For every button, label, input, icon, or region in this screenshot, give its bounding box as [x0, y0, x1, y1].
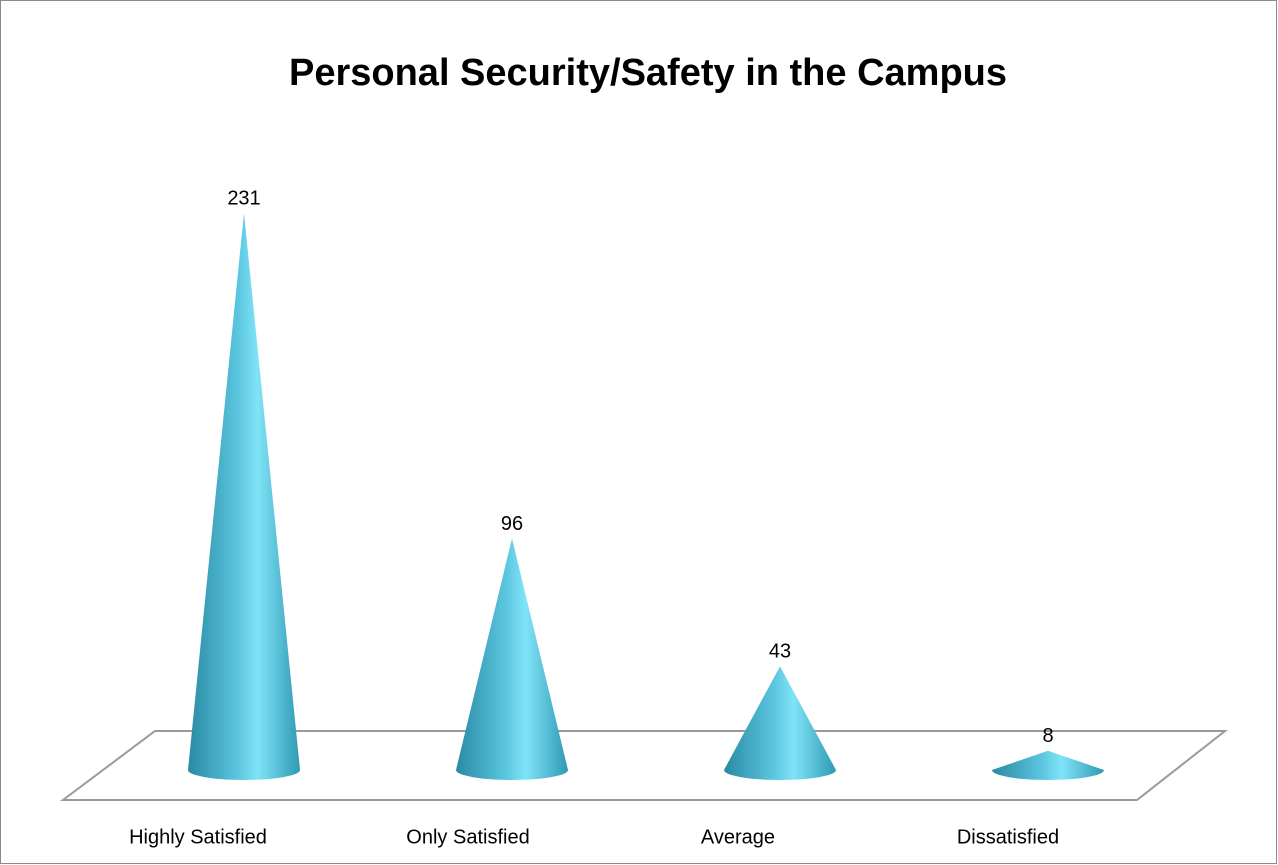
data-label: 8	[1042, 725, 1053, 747]
data-label: 231	[227, 187, 260, 209]
x-tick-label: Average	[701, 826, 775, 848]
x-tick-label: Only Satisfied	[406, 826, 529, 848]
data-label: 43	[769, 641, 791, 663]
data-label: 96	[501, 513, 523, 535]
cone	[724, 666, 836, 780]
floor	[60, 730, 1228, 801]
cone	[992, 750, 1104, 780]
cone	[456, 538, 568, 780]
chart-title: Personal Security/Safety in the Campus	[289, 52, 1007, 94]
x-tick-label: Highly Satisfied	[129, 826, 267, 848]
cone	[188, 213, 300, 780]
x-tick-label: Dissatisfied	[957, 826, 1059, 848]
